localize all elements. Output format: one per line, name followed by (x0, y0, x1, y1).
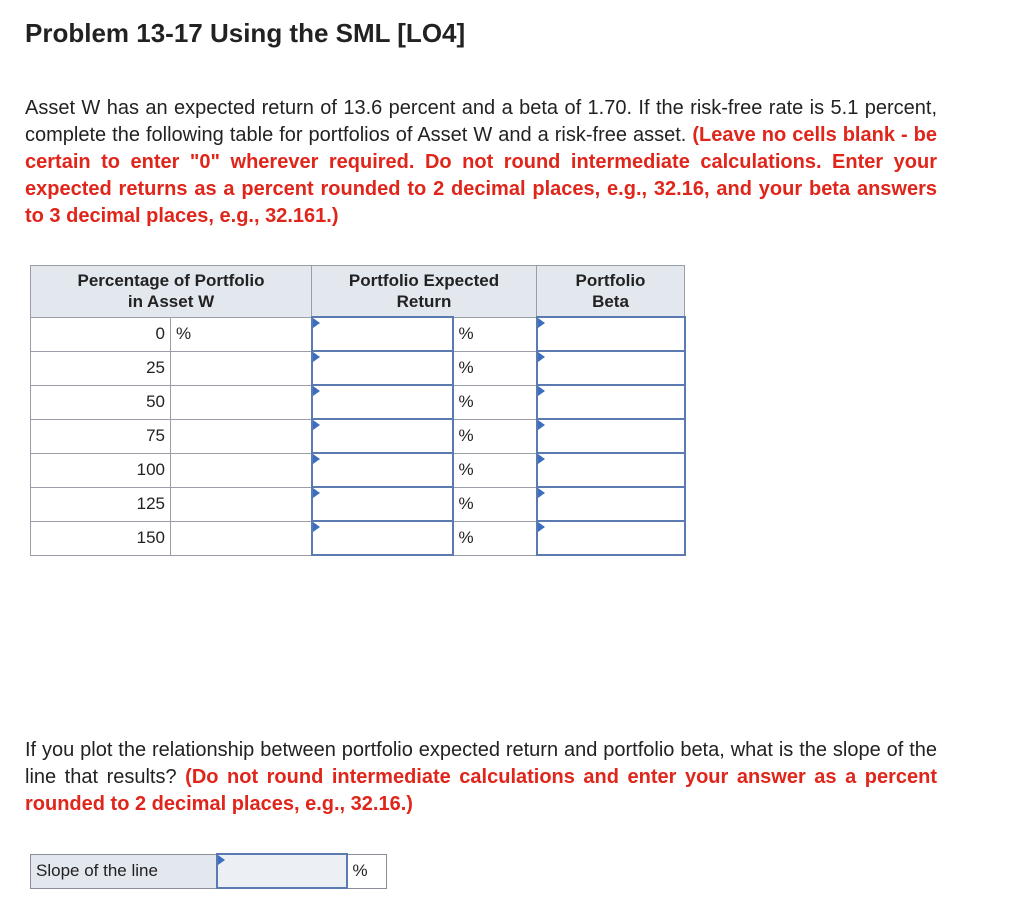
expected-return-cell[interactable] (310, 452, 454, 488)
header-expected-return-label: Portfolio Expected Return (348, 271, 500, 311)
percentage-value: 0 (30, 316, 171, 352)
beta-input[interactable] (537, 488, 684, 520)
expected-return-cell[interactable] (310, 384, 454, 420)
input-marker-icon (537, 386, 545, 396)
input-marker-icon (537, 488, 545, 498)
expected-return-unit: % (452, 520, 537, 556)
input-marker-icon (312, 318, 320, 328)
slope-question: If you plot the relationship between por… (25, 737, 937, 818)
expected-return-input[interactable] (312, 522, 452, 554)
table-row: 75% (30, 418, 686, 454)
expected-return-unit: % (452, 452, 537, 488)
percentage-unit: % (170, 316, 312, 352)
expected-return-cell[interactable] (310, 418, 454, 454)
percentage-value: 150 (30, 520, 171, 556)
beta-cell[interactable] (535, 452, 686, 488)
problem-instructions: (Leave no cells blank - be certain to en… (25, 124, 937, 227)
slope-answer-table: Slope of the line % (30, 853, 387, 889)
input-marker-icon (312, 522, 320, 532)
percentage-unit (170, 418, 312, 454)
portfolio-table: Percentage of Portfolio in Asset W Portf… (30, 265, 686, 556)
expected-return-unit: % (452, 384, 537, 420)
slope-input[interactable] (217, 855, 346, 887)
problem-text: Asset W has an expected return of 13.6 p… (25, 97, 937, 146)
beta-cell[interactable] (535, 384, 686, 420)
header-percentage-label: Percentage of Portfolio in Asset W (77, 271, 265, 312)
input-marker-icon (537, 352, 545, 362)
header-beta-label: Portfolio Beta (575, 271, 646, 311)
input-marker-icon (537, 318, 545, 328)
percentage-value: 100 (30, 452, 171, 488)
slope-row: Slope of the line % (30, 853, 387, 889)
expected-return-cell[interactable] (310, 520, 454, 556)
beta-cell[interactable] (535, 316, 686, 352)
percentage-unit (170, 452, 312, 488)
table-row: 25% (30, 350, 686, 386)
percentage-value: 125 (30, 486, 171, 522)
beta-input[interactable] (537, 420, 684, 452)
percentage-value: 50 (30, 384, 171, 420)
table-row: 50% (30, 384, 686, 420)
beta-input[interactable] (537, 318, 684, 350)
expected-return-cell[interactable] (310, 350, 454, 386)
expected-return-input[interactable] (312, 420, 452, 452)
input-marker-icon (217, 855, 225, 865)
slope-input-cell[interactable] (215, 853, 348, 889)
beta-input[interactable] (537, 454, 684, 486)
beta-cell[interactable] (535, 350, 686, 386)
expected-return-unit: % (452, 418, 537, 454)
header-beta: Portfolio Beta (536, 265, 685, 318)
header-expected-return: Portfolio Expected Return (311, 265, 537, 318)
expected-return-input[interactable] (312, 318, 452, 350)
table-row: 150% (30, 520, 686, 556)
input-marker-icon (312, 386, 320, 396)
expected-return-cell[interactable] (310, 316, 454, 352)
page-title: Problem 13-17 Using the SML [LO4] (25, 18, 466, 48)
expected-return-unit: % (452, 316, 537, 352)
header-percentage: Percentage of Portfolio in Asset W (30, 265, 312, 318)
expected-return-input[interactable] (312, 454, 452, 486)
input-marker-icon (537, 454, 545, 464)
percentage-unit (170, 520, 312, 556)
expected-return-input[interactable] (312, 352, 452, 384)
input-marker-icon (312, 488, 320, 498)
expected-return-input[interactable] (312, 488, 452, 520)
percentage-unit (170, 486, 312, 522)
input-marker-icon (312, 454, 320, 464)
input-marker-icon (537, 522, 545, 532)
slope-label: Slope of the line (30, 853, 217, 889)
percentage-unit (170, 384, 312, 420)
beta-cell[interactable] (535, 520, 686, 556)
percentage-unit (170, 350, 312, 386)
table-row: 0%% (30, 316, 686, 352)
slope-unit: % (346, 853, 387, 889)
table-row: 125% (30, 486, 686, 522)
problem-statement: Asset W has an expected return of 13.6 p… (25, 95, 937, 230)
expected-return-input[interactable] (312, 386, 452, 418)
percentage-value: 75 (30, 418, 171, 454)
slope-question-text: If you plot the relationship between por… (25, 739, 937, 788)
input-marker-icon (312, 352, 320, 362)
input-marker-icon (537, 420, 545, 430)
expected-return-cell[interactable] (310, 486, 454, 522)
expected-return-unit: % (452, 350, 537, 386)
slope-question-instructions: (Do not round intermediate calculations … (25, 766, 938, 815)
beta-input[interactable] (537, 522, 684, 554)
table-header-row: Percentage of Portfolio in Asset W Portf… (30, 265, 685, 318)
beta-input[interactable] (537, 352, 684, 384)
table-row: 100% (30, 452, 686, 488)
expected-return-unit: % (452, 486, 537, 522)
beta-input[interactable] (537, 386, 684, 418)
beta-cell[interactable] (535, 418, 686, 454)
input-marker-icon (312, 420, 320, 430)
percentage-value: 25 (30, 350, 171, 386)
beta-cell[interactable] (535, 486, 686, 522)
